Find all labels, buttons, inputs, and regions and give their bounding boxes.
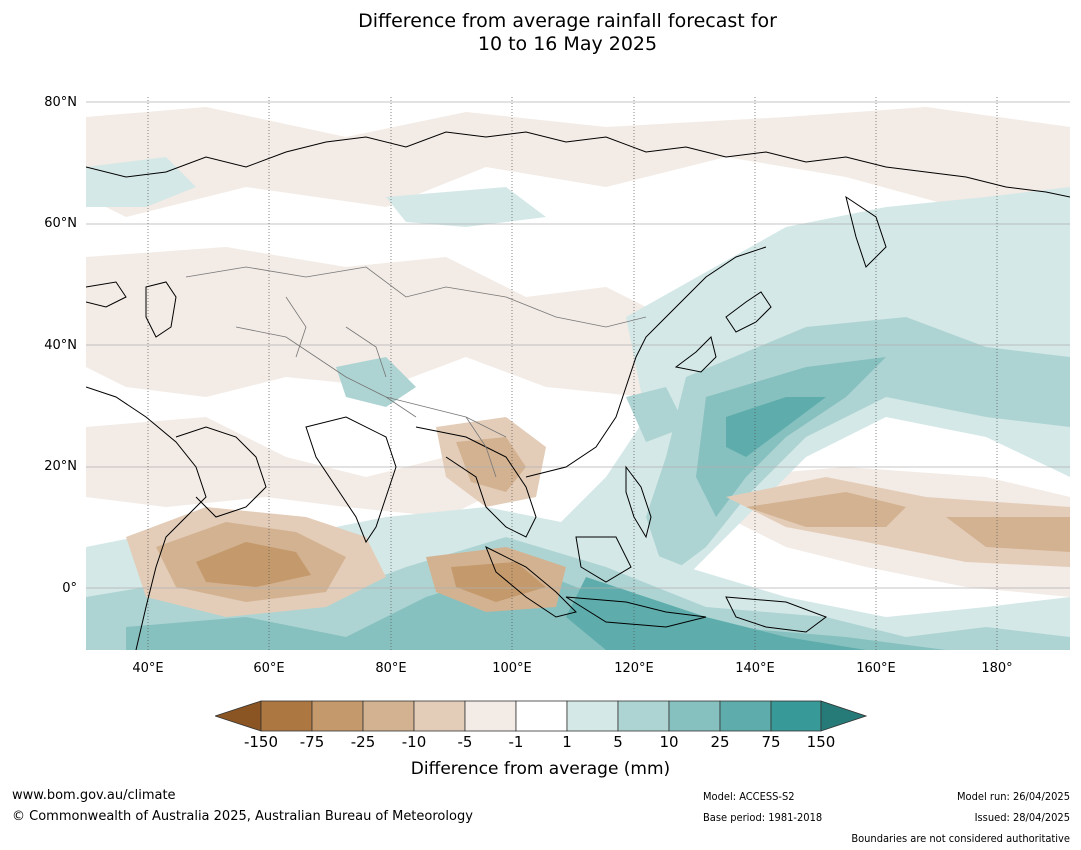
lat-label-40n: 40°N bbox=[44, 338, 77, 353]
colorbar-segment-7 bbox=[566, 700, 619, 732]
website-link[interactable]: www.bom.gov.au/climate bbox=[12, 788, 176, 803]
lon-label-40e: 40°E bbox=[132, 661, 164, 676]
rainfall-anomaly-map bbox=[86, 97, 1070, 650]
lat-label-60n: 60°N bbox=[44, 216, 77, 231]
colorbar-segment-5 bbox=[464, 700, 517, 732]
colorbar-tick: -75 bbox=[299, 733, 325, 751]
colorbar-segment-1 bbox=[260, 700, 313, 732]
longitude-gridlines bbox=[147, 97, 998, 650]
colorbar-segment-4 bbox=[413, 700, 466, 732]
map-svg bbox=[86, 97, 1070, 650]
colorbar-segment-9 bbox=[668, 700, 721, 732]
lon-label-60e: 60°E bbox=[253, 661, 285, 676]
colorbar-tick: -25 bbox=[350, 733, 376, 751]
lon-label-100e: 100°E bbox=[492, 661, 532, 676]
colorbar bbox=[215, 700, 867, 732]
coastlines bbox=[86, 131, 1070, 650]
country-boundaries bbox=[185, 266, 647, 478]
lon-label-180: 180° bbox=[981, 661, 1013, 676]
model-run-date: Model run: 26/04/2025 bbox=[957, 790, 1070, 803]
colorbar-tick: -1 bbox=[508, 733, 524, 751]
colorbar-tick: -10 bbox=[401, 733, 427, 751]
latitude-gridlines bbox=[86, 101, 1070, 589]
base-period: Base period: 1981-2018 bbox=[703, 811, 823, 824]
lon-label-140e: 140°E bbox=[735, 661, 775, 676]
colorbar-tick: 150 bbox=[806, 733, 836, 751]
colorbar-tick: -5 bbox=[457, 733, 473, 751]
lon-label-160e: 160°E bbox=[856, 661, 896, 676]
chart-title: Difference from average rainfall forecas… bbox=[0, 10, 1081, 56]
colorbar-segment-3 bbox=[362, 700, 415, 732]
colorbar-label: Difference from average (mm) bbox=[410, 759, 671, 779]
colorbar-tick: -150 bbox=[243, 733, 279, 751]
colorbar-tick: 10 bbox=[659, 733, 679, 751]
colorbar-segment-6 bbox=[515, 700, 568, 732]
copyright-text: © Commonwealth of Australia 2025, Austra… bbox=[12, 809, 473, 824]
lat-label-80n: 80°N bbox=[44, 95, 77, 110]
colorbar-tick: 1 bbox=[562, 733, 572, 751]
issued-date: Issued: 28/04/2025 bbox=[974, 811, 1070, 824]
colorbar-above-max-arrow bbox=[820, 700, 867, 732]
colorbar-tick: 75 bbox=[761, 733, 781, 751]
colorbar-tick: 5 bbox=[613, 733, 623, 751]
colorbar-segment-8 bbox=[617, 700, 670, 732]
lat-label-20n: 20°N bbox=[44, 459, 77, 474]
colorbar-segment-10 bbox=[719, 700, 772, 732]
colorbar-segment-11 bbox=[770, 700, 822, 732]
colorbar-segment-2 bbox=[311, 700, 364, 732]
colorbar-tick: 25 bbox=[710, 733, 730, 751]
anomaly-fields bbox=[86, 107, 1070, 650]
lon-label-80e: 80°E bbox=[375, 661, 407, 676]
boundaries-disclaimer: Boundaries are not considered authoritat… bbox=[851, 832, 1070, 845]
colorbar-below-min-arrow bbox=[215, 700, 262, 732]
lat-label-0: 0° bbox=[62, 581, 77, 596]
model-name: Model: ACCESS-S2 bbox=[703, 790, 795, 803]
title-line-2: 10 to 16 May 2025 bbox=[477, 33, 658, 55]
lon-label-120e: 120°E bbox=[614, 661, 654, 676]
title-line-1: Difference from average rainfall forecas… bbox=[358, 10, 777, 32]
